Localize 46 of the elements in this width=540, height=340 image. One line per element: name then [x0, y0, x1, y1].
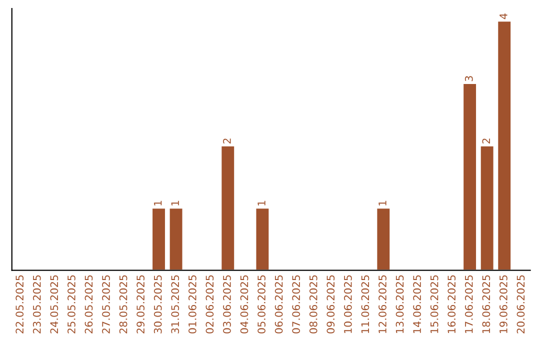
x-tick-label: 11.06.2025 — [361, 275, 370, 333]
x-tick-label: 19.06.2025 — [500, 275, 508, 333]
bar — [168, 207, 184, 270]
x-tick-label: 25.05.2025 — [68, 275, 76, 334]
x-tick-label: 24.05.2025 — [50, 275, 58, 334]
bar — [254, 207, 270, 270]
x-tick-label: 20.06.2025 — [516, 275, 525, 334]
data-label: 1 — [154, 200, 162, 206]
data-label: 2 — [482, 138, 490, 144]
x-tick-label: 28.05.2025 — [119, 275, 128, 334]
x-tick-label: 30.05.2025 — [154, 275, 162, 334]
x-tick-label: 06.06.2025 — [274, 275, 283, 334]
bar — [220, 144, 236, 270]
x-tick-label: 15.06.2025 — [430, 275, 438, 333]
x-tick-label: 16.06.2025 — [448, 275, 456, 333]
x-tick-label: 31.05.2025 — [171, 275, 180, 334]
data-label: 1 — [258, 200, 266, 206]
x-tick-label: 26.05.2025 — [84, 275, 93, 334]
x-tick-label: 23.05.2025 — [32, 275, 41, 334]
x-tick-label: 08.06.2025 — [309, 275, 318, 334]
data-label: 3 — [464, 76, 473, 82]
x-tick-label: 03.06.2025 — [223, 275, 231, 334]
x-tick-label: 14.06.2025 — [413, 275, 421, 333]
x-tick-label: 29.05.2025 — [136, 275, 144, 334]
x-tick-label: 01.06.2025 — [188, 275, 196, 334]
x-tick-label: 10.06.2025 — [344, 275, 352, 333]
data-label: 1 — [378, 200, 386, 206]
x-tick-label: 09.06.2025 — [326, 275, 335, 334]
bar — [151, 207, 166, 270]
data-label: 4 — [500, 14, 508, 20]
bar — [462, 82, 478, 270]
x-tick-label: 02.06.2025 — [206, 275, 214, 334]
x-tick-label: 07.06.2025 — [292, 275, 300, 334]
x-tick-label: 18.06.2025 — [482, 275, 490, 333]
data-label: 2 — [223, 138, 231, 144]
x-tick-label: 04.06.2025 — [240, 275, 248, 334]
bar — [496, 20, 512, 270]
x-tick-label: 05.06.2025 — [258, 275, 266, 334]
x-tick-label: 17.06.2025 — [464, 275, 473, 333]
x-tick-label: 27.05.2025 — [102, 275, 110, 334]
bar — [479, 144, 495, 270]
data-label: 1 — [171, 200, 179, 206]
x-tick-label: 13.06.2025 — [396, 275, 404, 333]
bar — [376, 207, 392, 270]
x-tick-label: 22.05.2025 — [16, 275, 24, 334]
x-tick-label: 12.06.2025 — [378, 275, 386, 333]
